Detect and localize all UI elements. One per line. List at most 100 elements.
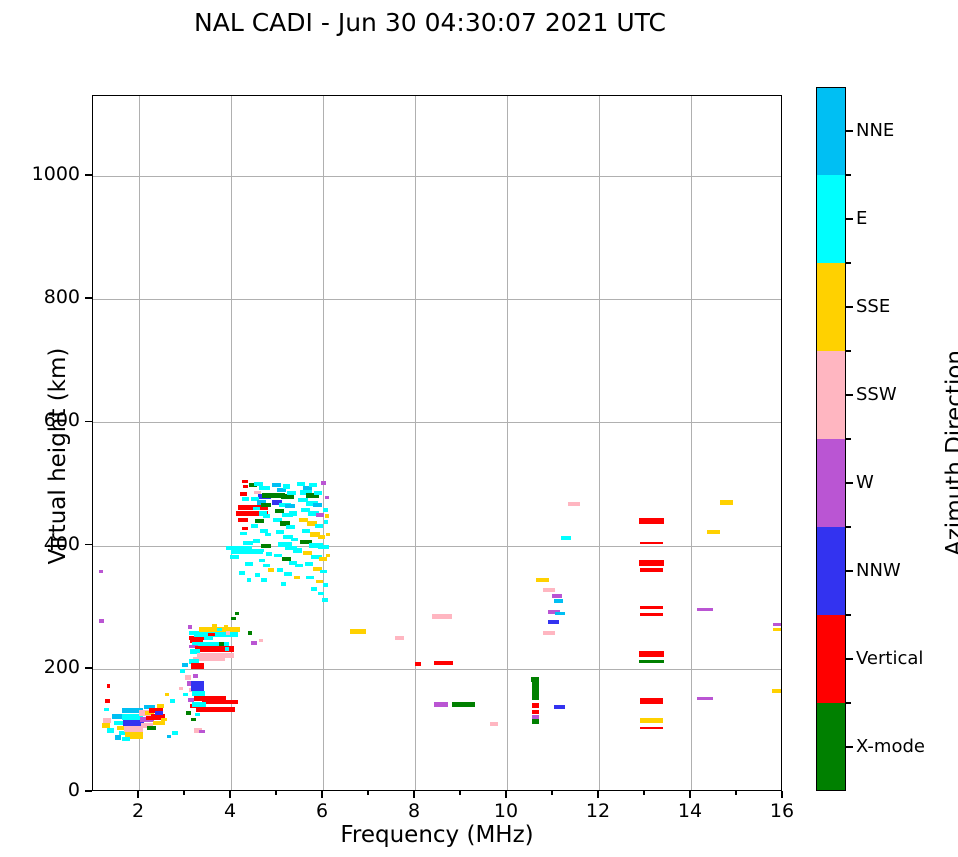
echo-mark bbox=[242, 496, 250, 501]
echo-mark bbox=[196, 707, 236, 712]
colorbar-segment[interactable] bbox=[817, 262, 845, 352]
echo-mark bbox=[277, 568, 284, 573]
echo-mark bbox=[322, 598, 328, 602]
colorbar-tick-mark bbox=[846, 570, 853, 572]
echo-mark bbox=[244, 562, 254, 567]
echo-mark bbox=[313, 490, 323, 495]
echo-mark bbox=[289, 560, 298, 565]
echo-mark bbox=[281, 512, 293, 517]
x-tick-minor bbox=[459, 791, 461, 795]
colorbar-boundary-tick bbox=[846, 350, 851, 352]
x-tick-mark bbox=[229, 791, 231, 798]
colorbar-tick-mark bbox=[846, 394, 853, 396]
echo-mark bbox=[243, 484, 248, 489]
echo-mark bbox=[434, 702, 449, 707]
echo-mark bbox=[180, 669, 185, 674]
echo-mark bbox=[295, 563, 303, 568]
echo-mark bbox=[280, 493, 295, 499]
y-tick-mark bbox=[85, 667, 92, 669]
echo-mark bbox=[277, 541, 292, 547]
x-tick-minor bbox=[643, 791, 645, 795]
echo-mark bbox=[306, 575, 314, 580]
echo-mark bbox=[323, 520, 329, 525]
echo-mark bbox=[235, 510, 268, 517]
echo-mark bbox=[239, 570, 245, 575]
echo-mark bbox=[274, 553, 282, 558]
echo-mark bbox=[548, 610, 561, 614]
colorbar-segment[interactable] bbox=[817, 438, 845, 528]
echo-mark bbox=[278, 502, 291, 508]
echo-mark bbox=[323, 583, 328, 587]
echo-mark bbox=[772, 689, 781, 693]
echo-mark bbox=[192, 691, 206, 696]
echo-mark bbox=[317, 544, 326, 549]
colorbar-tick-mark bbox=[846, 130, 853, 132]
y-tick-mark bbox=[85, 174, 92, 176]
colorbar-segment[interactable] bbox=[817, 526, 845, 616]
echo-mark bbox=[323, 508, 328, 512]
x-tick-minor bbox=[367, 791, 369, 795]
echo-mark bbox=[254, 518, 265, 524]
echo-mark bbox=[638, 659, 664, 664]
echo-mark bbox=[197, 652, 234, 658]
echo-mark bbox=[297, 481, 306, 487]
colorbar-label-vertical: Vertical bbox=[856, 648, 924, 669]
colorbar[interactable] bbox=[816, 87, 846, 791]
echo-mark bbox=[306, 492, 320, 498]
echo-mark bbox=[304, 562, 313, 567]
echo-mark bbox=[265, 532, 272, 537]
colorbar-segment[interactable] bbox=[817, 702, 845, 790]
x-tick-mark bbox=[597, 791, 599, 798]
echo-mark bbox=[152, 720, 165, 726]
echo-mark bbox=[276, 529, 285, 535]
echo-mark bbox=[553, 599, 564, 603]
colorbar-segment[interactable] bbox=[817, 174, 845, 264]
echo-mark bbox=[535, 578, 550, 583]
echo-mark bbox=[261, 502, 272, 508]
colorbar-segment[interactable] bbox=[817, 350, 845, 440]
y-tick-label: 600 bbox=[43, 409, 80, 432]
echo-mark bbox=[224, 647, 230, 651]
echo-mark bbox=[298, 497, 309, 503]
echo-mark bbox=[149, 707, 163, 714]
echo-mark bbox=[195, 712, 200, 717]
echo-mark bbox=[234, 611, 240, 616]
echo-mark bbox=[251, 641, 257, 645]
echo-mark bbox=[186, 681, 193, 686]
echo-mark bbox=[253, 538, 261, 543]
colorbar-tick-mark bbox=[846, 482, 853, 484]
echo-mark bbox=[188, 635, 208, 641]
echo-mark bbox=[542, 588, 555, 592]
x-tick-label: 4 bbox=[223, 800, 237, 822]
echo-mark bbox=[280, 582, 287, 586]
echo-mark bbox=[283, 534, 294, 540]
echo-mark bbox=[192, 641, 230, 647]
echo-mark bbox=[289, 511, 298, 516]
echo-mark bbox=[275, 509, 285, 514]
echo-mark bbox=[204, 635, 214, 641]
echo-mark bbox=[114, 720, 125, 726]
echo-mark bbox=[638, 650, 664, 658]
gridline-vertical bbox=[691, 96, 692, 790]
gridline-horizontal bbox=[93, 299, 781, 301]
echo-mark bbox=[639, 718, 664, 723]
echo-mark bbox=[188, 659, 199, 664]
plot-area bbox=[92, 95, 782, 791]
x-tick-minor bbox=[275, 791, 277, 795]
echo-mark bbox=[185, 675, 191, 680]
echo-mark bbox=[548, 620, 560, 624]
echo-mark bbox=[272, 483, 281, 488]
colorbar-segment[interactable] bbox=[817, 614, 845, 704]
colorbar-segment[interactable] bbox=[817, 88, 845, 176]
echo-mark bbox=[262, 492, 275, 498]
echo-mark bbox=[302, 485, 312, 490]
echo-mark bbox=[219, 642, 224, 646]
colorbar-label-nne: NNE bbox=[856, 120, 895, 141]
echo-mark bbox=[314, 523, 323, 529]
echo-mark bbox=[106, 684, 111, 688]
echo-mark bbox=[639, 726, 664, 730]
y-tick-label: 1000 bbox=[31, 163, 80, 186]
colorbar-boundary-tick bbox=[846, 614, 851, 616]
echo-mark bbox=[319, 557, 327, 561]
echo-mark bbox=[554, 611, 565, 616]
